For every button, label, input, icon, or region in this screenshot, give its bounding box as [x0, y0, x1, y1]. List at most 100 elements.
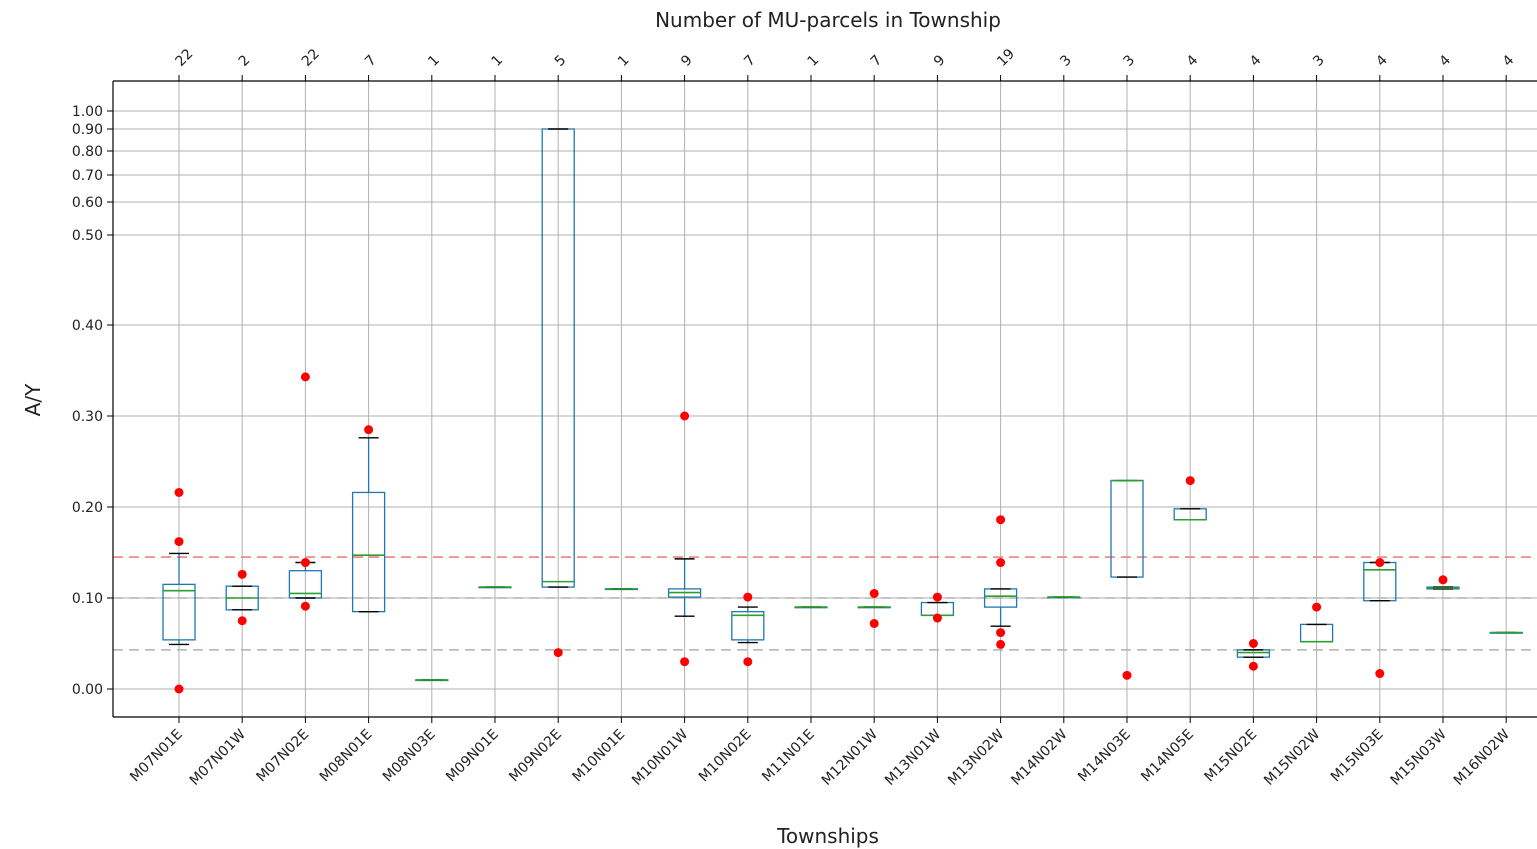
- y-axis-label: A/Y: [21, 383, 45, 416]
- count-label: 4: [1500, 52, 1518, 70]
- x-tick-label: M14N05E: [1138, 727, 1197, 786]
- x-tick-label: M12N01W: [819, 726, 881, 788]
- box-M08N01E: [351, 437, 386, 613]
- y-tick-label: 0.00: [72, 682, 103, 698]
- count-label: 3: [1057, 52, 1075, 70]
- outlier-point: [680, 411, 690, 421]
- outlier-point: [174, 537, 184, 547]
- x-tick-label: M10N01W: [629, 726, 691, 788]
- x-tick-label: M11N01E: [759, 727, 818, 786]
- x-tick-label: M14N03E: [1075, 727, 1134, 786]
- outlier-point: [553, 648, 563, 658]
- x-tick-label: M14N02W: [1008, 726, 1070, 788]
- x-tick-label: M13N01W: [882, 726, 944, 788]
- outlier-point: [1438, 575, 1448, 585]
- count-label: 1: [615, 52, 633, 70]
- y-tick-label: 0.90: [72, 122, 103, 138]
- x-tick-label: M13N02W: [945, 726, 1007, 788]
- outlier-point: [237, 569, 247, 579]
- outlier-point: [932, 592, 942, 602]
- x-tick-label: M08N03E: [380, 727, 439, 786]
- box-M13N02W: [983, 588, 1018, 627]
- count-label: 1: [425, 52, 443, 70]
- box-M14N03E: [1110, 479, 1144, 578]
- x-tick-label: M10N02E: [696, 727, 755, 786]
- count-label: 4: [1247, 52, 1265, 70]
- box-M12N01W: [857, 606, 891, 609]
- outlier-point: [300, 558, 310, 568]
- count-label: 5: [552, 52, 570, 70]
- count-label: 3: [1310, 52, 1328, 70]
- count-label: 3: [1121, 52, 1139, 70]
- box-body: [162, 583, 196, 641]
- reference-lines: [113, 556, 1537, 651]
- outlier-point: [869, 588, 879, 598]
- y-tick-label: 0.20: [72, 500, 103, 516]
- outlier-point: [1312, 602, 1322, 612]
- box-M07N01E: [162, 552, 196, 646]
- count-label: 7: [741, 52, 759, 70]
- box-M14N02W: [1047, 596, 1081, 599]
- x-tick-label: M07N02E: [254, 727, 313, 786]
- outlier-point: [364, 425, 374, 435]
- x-tick-label: M09N01E: [443, 727, 502, 786]
- x-tick-label: M08N01E: [317, 727, 376, 786]
- count-label: 9: [678, 52, 696, 70]
- outlier-point: [1375, 669, 1385, 679]
- box-M15N03E: [1363, 561, 1397, 602]
- x-tick-label: M07N01E: [127, 727, 186, 786]
- outlier-point: [996, 639, 1006, 649]
- box-M15N02W: [1299, 623, 1334, 643]
- outlier-point: [300, 601, 310, 611]
- y-tick-label: 0.50: [72, 228, 103, 244]
- count-label: 4: [1437, 52, 1455, 70]
- count-label: 19: [994, 46, 1018, 70]
- outlier-point: [743, 592, 753, 602]
- count-label: 7: [868, 52, 886, 70]
- box-M10N01E: [604, 588, 639, 591]
- box-M10N02E: [731, 606, 765, 644]
- outlier-point: [1248, 639, 1258, 648]
- outlier-point: [932, 613, 942, 623]
- box-M15N02E: [1236, 649, 1271, 658]
- outlier-point: [996, 515, 1006, 525]
- box-M14N05E: [1173, 508, 1207, 521]
- grid-lines: [113, 81, 1537, 717]
- axes: [107, 75, 1537, 723]
- outlier-point: [174, 684, 184, 694]
- y-tick-label: 0.40: [72, 318, 103, 334]
- box-body: [731, 611, 765, 641]
- box-M11N01E: [794, 606, 828, 609]
- box-M16N02W: [1489, 631, 1523, 634]
- outlier-point: [680, 657, 690, 667]
- x-tick-label: M15N02W: [1261, 726, 1323, 788]
- x-tick-label: M16N02W: [1451, 726, 1513, 788]
- tick-labels: 0.00 0.10 0.20 0.30 0.40 0.50 0.60 0.70 0.80 0.90…: [72, 46, 1518, 789]
- y-tick-label: 0.10: [72, 591, 103, 607]
- outlier-point: [1375, 558, 1385, 568]
- outlier-point: [237, 616, 247, 626]
- box-M15N03W: [1426, 586, 1460, 590]
- x-tick-label: M15N03W: [1388, 726, 1450, 788]
- outlier-point: [1248, 661, 1258, 671]
- count-label: 2: [236, 52, 254, 70]
- outlier-point: [300, 372, 310, 382]
- count-label: 1: [805, 52, 823, 70]
- count-label: 22: [173, 46, 197, 70]
- y-tick-label: 0.30: [72, 409, 103, 425]
- x-tick-label: M10N01E: [570, 727, 629, 786]
- x-tick-label: M09N02E: [506, 727, 565, 786]
- box-M08N03E: [415, 679, 449, 682]
- count-label: 1: [489, 52, 507, 70]
- box-M09N01E: [478, 586, 512, 589]
- outlier-point: [743, 657, 753, 667]
- count-label: 22: [299, 46, 323, 70]
- y-tick-label: 0.70: [72, 168, 103, 184]
- box-M10N01W: [667, 558, 702, 617]
- x-tick-label: M15N03E: [1328, 727, 1387, 786]
- outlier-point: [996, 558, 1006, 568]
- y-tick-label: 1.00: [72, 104, 103, 120]
- outlier-point: [174, 487, 184, 497]
- box-M09N02E: [541, 128, 575, 588]
